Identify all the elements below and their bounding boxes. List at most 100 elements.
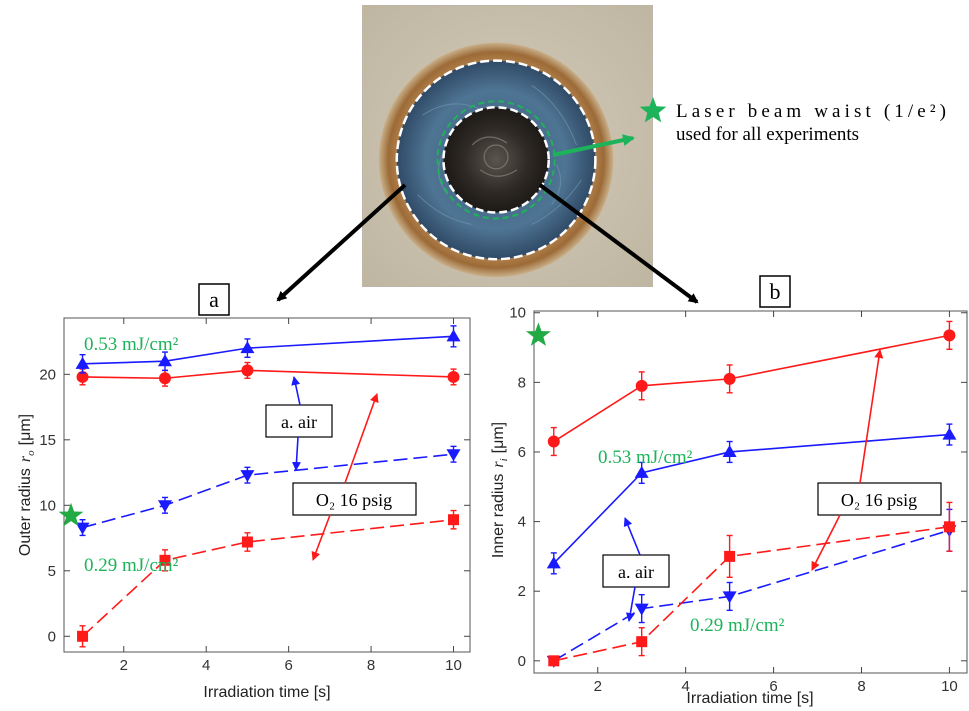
chart-a-label-high-fluence: 0.53 mJ/cm²: [84, 334, 179, 355]
beam-waist-annotation-line2: used for all experiments: [676, 124, 859, 145]
data-point: [548, 655, 560, 667]
data-point: [634, 603, 649, 616]
chart-b-label-high-fluence: 0.53 mJ/cm²: [598, 447, 693, 468]
chart-a-label-low-fluence: 0.29 mJ/cm²: [84, 555, 179, 576]
chart-a-ylabel-unit: [μm]: [17, 414, 34, 445]
x-tick-label: 10: [445, 657, 462, 674]
y-tick-label: 5: [48, 563, 56, 580]
data-point: [241, 364, 254, 377]
beam-waist-annotation-line1: Laser beam waist (1/e²): [676, 101, 946, 122]
chart-b-oxygen-label: O₂ 16 psig: [841, 490, 917, 510]
chart-b-ylabel: Inner radius ri [μm]: [490, 422, 510, 558]
micrograph-inner-core: [443, 107, 549, 213]
series-line: [553, 433, 950, 564]
chart-a-frame: [63, 317, 471, 653]
y-tick-label: 6: [518, 444, 526, 461]
micrograph-core-texture: [471, 136, 518, 177]
chart-b-series: [526, 320, 957, 668]
chart-a-ticks: 2 4 6 8 10 0 5 10 15 20: [39, 318, 470, 674]
chart-a-air-arrow-down: [291, 436, 301, 471]
y-tick-label: 4: [518, 514, 526, 531]
panel-b-label-box: [759, 275, 791, 308]
series-line: [553, 526, 950, 662]
x-tick-label: 10: [941, 678, 958, 695]
chart-b-ylabel-unit: [μm]: [490, 422, 507, 453]
pointer-to-panel-b: [538, 183, 699, 304]
star-icon: [58, 502, 84, 527]
data-point: [722, 444, 737, 457]
data-point: [943, 521, 955, 533]
chart-b: 2 4 6 8 10 0 2 4 6 8 10 Irradiation time [s] Inner…: [490, 305, 968, 707]
beam-waist-pointer: [552, 134, 635, 157]
pointer-to-panel-a: [276, 183, 407, 302]
x-tick-label: 2: [594, 678, 602, 695]
data-point: [448, 514, 460, 526]
chart-a-oxygen-label: O₂ 16 psig: [316, 490, 392, 510]
data-point: [547, 435, 560, 448]
data-point: [722, 591, 737, 604]
series-line: [82, 369, 454, 380]
data-point: [240, 470, 255, 483]
x-tick-label: 2: [120, 657, 128, 674]
chart-a-ylabel-main: Outer radius: [17, 468, 34, 556]
chart-a-xlabel: Irradiation time [s]: [203, 684, 330, 701]
chart-b-ticks: 2 4 6 8 10 0 2 4 6 8 10: [509, 305, 967, 695]
data-point: [76, 370, 89, 383]
chart-b-air-arrow-down: [625, 586, 636, 622]
laser-spot-micrograph: [362, 5, 653, 287]
y-tick-label: 0: [518, 653, 526, 670]
x-tick-label: 8: [367, 657, 375, 674]
data-point: [447, 370, 460, 383]
beam-waist-circle: [436, 100, 556, 220]
y-tick-label: 2: [518, 583, 526, 600]
series-line: [553, 529, 950, 662]
y-tick-label: 10: [509, 305, 526, 322]
data-point: [157, 354, 172, 367]
x-tick-label: 6: [769, 678, 777, 695]
chart-a-ylabel-symbol: r: [17, 455, 34, 462]
data-point: [635, 379, 648, 392]
data-point: [157, 500, 172, 513]
data-point: [159, 554, 171, 566]
data-point: [77, 630, 89, 642]
x-tick-label: 4: [202, 657, 210, 674]
data-point: [158, 372, 171, 385]
chart-b-air-box: [602, 554, 670, 588]
series-line: [82, 453, 454, 529]
y-tick-label: 10: [39, 497, 56, 514]
panel-b-label: b: [770, 279, 781, 304]
x-tick-label: 4: [681, 678, 689, 695]
chart-b-oxygen-arrow-down: [811, 514, 841, 571]
chart-a-air-arrow-up: [291, 376, 301, 406]
chart-a-series: [58, 325, 461, 648]
chart-b-ylabel-symbol: r: [490, 461, 507, 468]
panel-a-label: a: [209, 287, 219, 312]
chart-a-oxygen-arrow-up: [344, 393, 379, 484]
x-tick-label: 6: [284, 657, 292, 674]
x-tick-label: 8: [857, 678, 865, 695]
chart-b-air-arrow-up: [623, 517, 641, 556]
data-point: [723, 372, 736, 385]
chart-a-air-box: [265, 404, 333, 438]
star-icon: [639, 97, 667, 123]
chart-b-ylabel-main: Inner radius: [490, 474, 507, 559]
chart-a-ylabel-subscript: o: [25, 450, 37, 456]
chart-b-air-label: a. air: [618, 562, 654, 582]
chart-b-oxygen-arrow-up: [859, 349, 884, 484]
panel-a-label-box: [198, 283, 230, 316]
data-point: [636, 636, 648, 648]
data-point: [446, 449, 461, 462]
data-point: [446, 329, 461, 342]
data-point: [75, 356, 90, 369]
data-point: [546, 556, 561, 569]
micrograph-outer-boundary: [395, 59, 597, 261]
micrograph-texture: [417, 85, 582, 225]
chart-a: 2 4 6 8 10 0 5 10 15 20 Irradiation time [s] Oute…: [17, 317, 471, 701]
data-point: [241, 536, 253, 548]
star-icon: [526, 322, 551, 346]
chart-b-ylabel-subscript: i: [498, 458, 510, 461]
chart-b-oxygen-box: [817, 482, 942, 516]
chart-a-air-label: a. air: [281, 412, 317, 432]
